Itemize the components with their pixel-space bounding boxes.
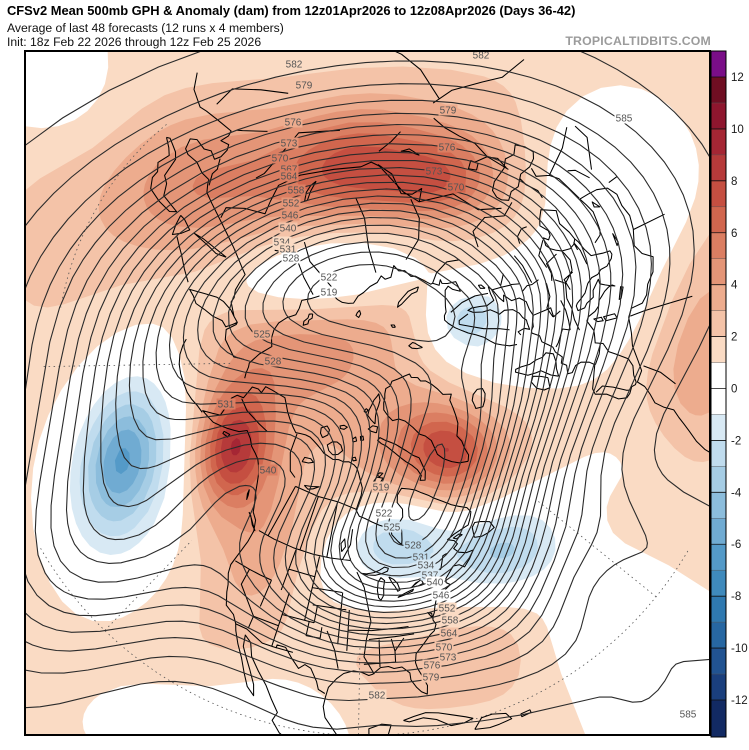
svg-text:522: 522 [376, 509, 393, 520]
svg-text:537: 537 [422, 571, 439, 582]
svg-text:4: 4 [731, 280, 738, 292]
svg-text:8: 8 [731, 176, 737, 188]
svg-text:576: 576 [424, 661, 441, 672]
svg-text:531: 531 [218, 400, 235, 411]
svg-text:2: 2 [731, 332, 737, 344]
svg-text:525: 525 [384, 523, 401, 534]
svg-text:528: 528 [265, 357, 282, 368]
svg-text:0: 0 [731, 384, 737, 396]
svg-text:579: 579 [440, 106, 457, 117]
svg-text:540: 540 [427, 578, 444, 589]
svg-text:-6: -6 [731, 539, 741, 551]
svg-text:573: 573 [281, 139, 298, 150]
svg-text:582: 582 [369, 691, 386, 702]
svg-text:528: 528 [405, 541, 422, 552]
svg-text:576: 576 [285, 118, 302, 129]
svg-text:540: 540 [260, 466, 277, 477]
svg-text:534: 534 [274, 238, 291, 249]
svg-text:585: 585 [680, 710, 697, 721]
svg-text:522: 522 [321, 273, 338, 284]
svg-text:546: 546 [433, 591, 450, 602]
svg-text:-8: -8 [731, 591, 741, 603]
svg-text:558: 558 [288, 186, 305, 197]
svg-text:558: 558 [442, 616, 459, 627]
svg-text:10: 10 [731, 124, 744, 136]
svg-text:564: 564 [441, 629, 458, 640]
svg-text:576: 576 [439, 143, 456, 154]
svg-text:-4: -4 [731, 487, 742, 499]
svg-text:552: 552 [439, 604, 456, 615]
svg-text:552: 552 [283, 199, 300, 210]
svg-text:-10: -10 [731, 643, 748, 655]
svg-text:525: 525 [254, 330, 271, 341]
svg-text:573: 573 [426, 167, 443, 178]
svg-text:573: 573 [440, 653, 457, 664]
svg-text:567: 567 [281, 165, 298, 176]
svg-text:564: 564 [281, 172, 298, 183]
svg-text:546: 546 [282, 211, 299, 222]
svg-text:582: 582 [286, 60, 303, 71]
svg-text:570: 570 [448, 183, 465, 194]
svg-text:579: 579 [423, 673, 440, 684]
svg-text:12: 12 [731, 72, 744, 84]
svg-text:540: 540 [280, 224, 297, 235]
svg-text:519: 519 [373, 483, 390, 494]
svg-text:-2: -2 [731, 435, 741, 447]
svg-text:6: 6 [731, 228, 737, 240]
svg-text:528: 528 [283, 254, 300, 265]
svg-text:534: 534 [418, 561, 435, 572]
svg-text:531: 531 [280, 245, 297, 256]
svg-text:579: 579 [296, 81, 313, 92]
svg-text:519: 519 [321, 288, 338, 299]
svg-text:582: 582 [473, 51, 490, 62]
svg-text:570: 570 [436, 643, 453, 654]
svg-text:570: 570 [272, 154, 289, 165]
svg-text:-12: -12 [731, 695, 748, 707]
svg-text:585: 585 [616, 114, 633, 125]
svg-text:531: 531 [413, 553, 430, 564]
